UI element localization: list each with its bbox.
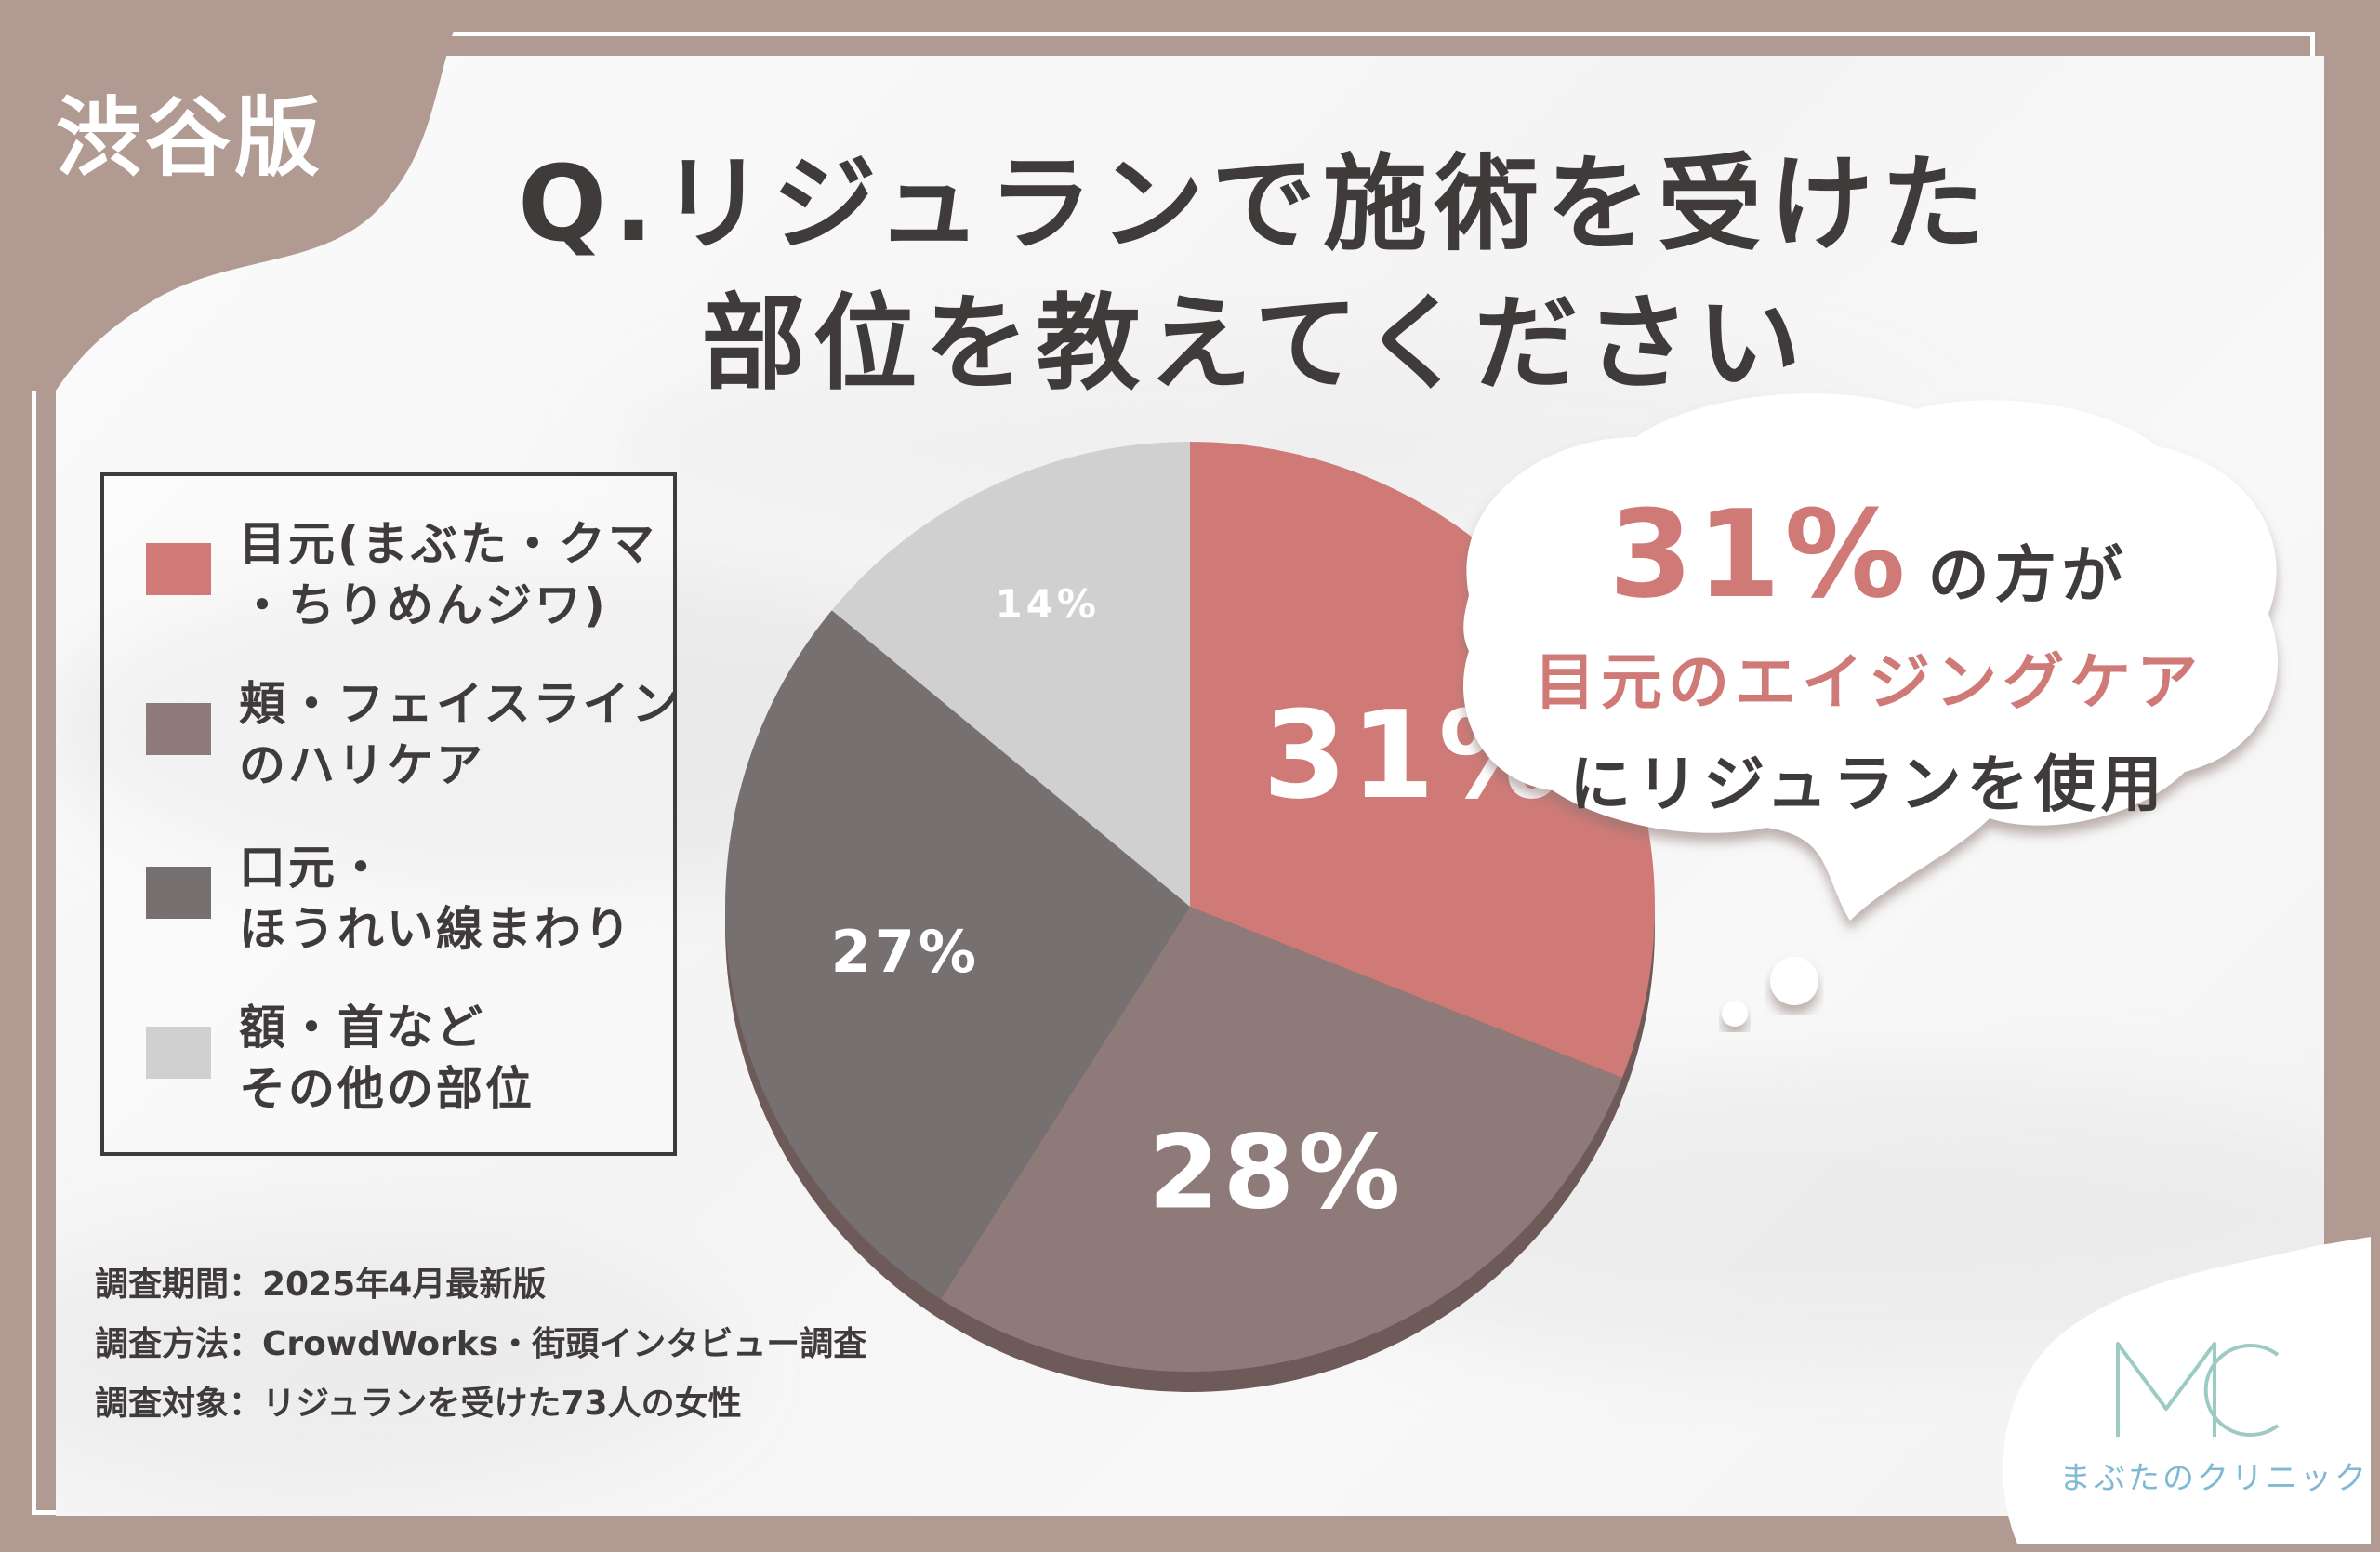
legend-label-cheek-line-2: のハリケア	[239, 738, 485, 792]
legend-swatch-mouth	[146, 867, 211, 919]
legend-label-eye-line-2: ・ちりめんジワ)	[239, 578, 608, 632]
legend: 目元(まぶた・クマ ・ちりめんジワ) 頬・フェイスライン のハリケア 口元・ ほ…	[100, 472, 681, 1156]
pie-label-other: 14%	[995, 581, 1100, 627]
thought-bubble-dot-small	[1722, 1001, 1748, 1027]
legend-label-cheek: 頬・フェイスライン のハリケア	[239, 673, 681, 796]
legend-swatch-eye	[146, 543, 211, 595]
logo-background	[2003, 1237, 2371, 1544]
logo-text: まぶたのクリニック	[2059, 1460, 2369, 1497]
callout-line-2: 目元のエイジングケア	[1534, 646, 2203, 718]
legend-label-other-line-2: その他の部位	[239, 1062, 535, 1116]
pie-slice-other	[831, 442, 1190, 907]
title-line-2: 部位を教えてください	[701, 284, 1809, 405]
callout-line-3: にリジュランを使用	[1569, 749, 2168, 820]
logo-mark-icon	[2116, 1342, 2280, 1437]
legend-label-other-line-1: 額・首など	[239, 1001, 485, 1055]
survey-target: 調査対象：リジュランを受けた73人の女性	[95, 1385, 742, 1423]
pie-slices	[724, 442, 1655, 1372]
thought-bubble-dot-large	[1770, 957, 1818, 1005]
survey-method: 調査方法：CrowdWorks・街頭インタビュー調査	[95, 1325, 867, 1363]
corner-tab	[0, 0, 465, 391]
survey-period: 調査期間：2025年4月最新版	[95, 1266, 547, 1304]
thought-bubble-body	[1463, 393, 2278, 921]
survey-info: 調査期間：2025年4月最新版 調査方法：CrowdWorks・街頭インタビュー…	[95, 1255, 866, 1434]
legend-label-mouth-line-2: ほうれい線まわり	[239, 902, 633, 956]
legend-swatch-cheek	[146, 703, 211, 755]
callout-percentage: 31%	[1608, 484, 1910, 625]
legend-label-eye: 目元(まぶた・クマ ・ちりめんジワ)	[239, 513, 676, 636]
region-tag: 渋谷版	[56, 88, 324, 188]
legend-label-other: 額・首など その他の部位	[239, 997, 676, 1120]
legend-swatch-other	[146, 1027, 211, 1079]
callout-suffix: の方が	[1927, 539, 2129, 611]
callout: 31% の方が 目元のエイジングケア にリジュランを使用	[1469, 484, 2268, 824]
title-line-1: Q.リジュランで施術を受けた	[518, 144, 1992, 265]
callout-line-1: 31% の方が	[1469, 484, 2268, 625]
page-title: Q.リジュランで施術を受けた 部位を教えてください	[437, 135, 2073, 414]
legend-label-cheek-line-1: 頬・フェイスライン	[239, 677, 681, 731]
pie-label-mouth: 27%	[831, 918, 980, 986]
pie-slice-cheek	[941, 907, 1622, 1372]
pie-label-cheek: 28%	[1148, 1112, 1404, 1231]
clinic-logo: まぶたのクリニック	[1934, 1237, 2371, 1544]
pie-slice-mouth	[724, 610, 1190, 1300]
legend-label-mouth: 口元・ ほうれい線まわり	[239, 837, 676, 960]
legend-label-eye-line-1: 目元(まぶた・クマ	[239, 517, 657, 571]
legend-label-mouth-line-1: 口元・	[239, 841, 387, 895]
